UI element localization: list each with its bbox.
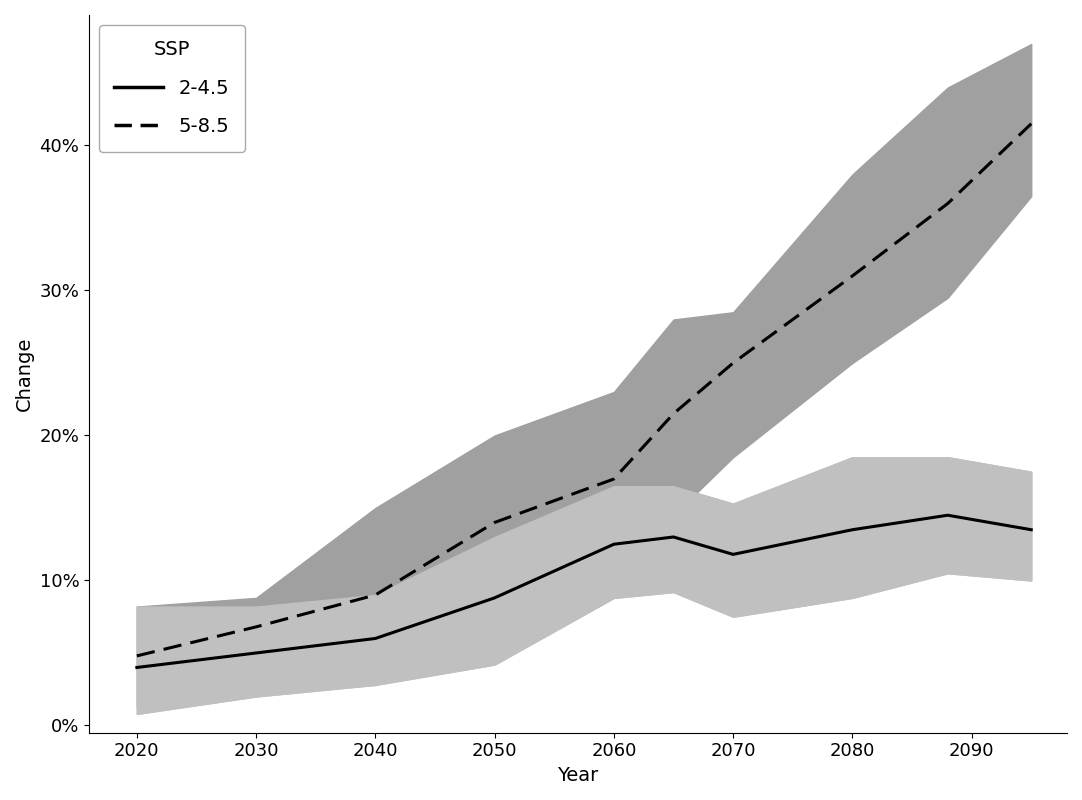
5-8.5 xyxy=(1025,119,1038,129)
2-4.5 xyxy=(250,648,263,658)
5-8.5 xyxy=(250,622,263,632)
2-4.5 xyxy=(846,525,859,534)
5-8.5 xyxy=(846,271,859,281)
2-4.5 xyxy=(369,634,382,643)
2-4.5 xyxy=(488,593,501,602)
5-8.5 xyxy=(941,198,954,208)
Line: 2-4.5: 2-4.5 xyxy=(136,515,1031,667)
2-4.5 xyxy=(607,539,620,549)
5-8.5 xyxy=(130,651,143,661)
2-4.5 xyxy=(130,662,143,672)
2-4.5 xyxy=(1025,525,1038,534)
2-4.5 xyxy=(941,510,954,520)
Y-axis label: Change: Change xyxy=(15,337,34,411)
X-axis label: Year: Year xyxy=(557,766,598,785)
Legend: 2-4.5, 5-8.5: 2-4.5, 5-8.5 xyxy=(98,25,245,152)
5-8.5 xyxy=(727,358,740,368)
5-8.5 xyxy=(607,474,620,484)
5-8.5 xyxy=(667,409,679,418)
Line: 5-8.5: 5-8.5 xyxy=(136,124,1031,656)
2-4.5 xyxy=(727,550,740,559)
2-4.5 xyxy=(667,532,679,542)
5-8.5 xyxy=(488,518,501,527)
5-8.5 xyxy=(369,590,382,600)
